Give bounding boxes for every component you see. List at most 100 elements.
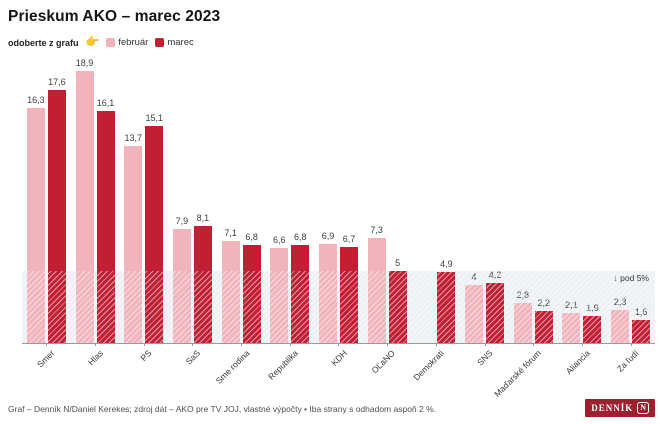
bar-marec-Smer[interactable]: 17,6 bbox=[47, 77, 66, 343]
x-axis-label-PS: PS bbox=[138, 348, 154, 364]
bar-marec-SaS[interactable]: 8,1 bbox=[193, 213, 212, 343]
bar-február-Smer[interactable]: 16,3 bbox=[26, 95, 45, 343]
bar-marec-Sme rodina[interactable]: 6,8 bbox=[242, 232, 261, 343]
bar-pair: 13,7 15,1 bbox=[124, 55, 164, 343]
bar-group-Maďarské fórum: 2,8 2,2 Maďarské fórum bbox=[492, 55, 558, 399]
axis-tick bbox=[46, 343, 48, 346]
bar-február-PS[interactable]: 13,7 bbox=[124, 133, 143, 343]
bar-marec-KDH[interactable]: 6,7 bbox=[339, 234, 358, 343]
x-axis-label-OĽaNO: OĽaNO bbox=[369, 348, 398, 376]
axis-tick bbox=[533, 343, 535, 346]
bar-pair: 7,3 5 bbox=[367, 55, 407, 343]
legend: odoberte z grafu 👉 február marec bbox=[8, 37, 194, 49]
axis-tick bbox=[435, 343, 437, 346]
axis-tick bbox=[95, 343, 97, 346]
bar-marec-OĽaNO[interactable]: 5 bbox=[388, 258, 407, 343]
axis-tick bbox=[143, 343, 145, 346]
bar-február-OĽaNO[interactable]: 7,3 bbox=[367, 225, 386, 343]
bar-value-label: 15,1 bbox=[145, 112, 163, 123]
legend-item-marec[interactable]: marec bbox=[155, 37, 194, 48]
axis-tick bbox=[581, 343, 583, 346]
bar-value-label: 4 bbox=[471, 272, 477, 283]
bar-group-SaS: 7,9 8,1 SaS bbox=[168, 55, 217, 366]
bar-value-label: 6,9 bbox=[321, 230, 335, 241]
bar-pair: 4,9 bbox=[416, 55, 456, 343]
axis-tick bbox=[241, 343, 243, 346]
x-axis-label-SaS: SaS bbox=[184, 348, 203, 367]
bar-value-label: 4,2 bbox=[488, 269, 502, 280]
x-axis-label-KDH: KDH bbox=[328, 348, 349, 368]
bar-value-label: 6,7 bbox=[342, 233, 356, 244]
bar-group-Demokrati: 4,9 Demokrati bbox=[411, 55, 461, 382]
bar-marec-Demokrati[interactable]: 4,9 bbox=[437, 259, 456, 343]
footer-credit: Graf – Denník N/Daniel Kerekes; zdroj dá… bbox=[8, 404, 437, 414]
subscribe-label: odoberte z grafu bbox=[8, 37, 79, 48]
bar-február-Republika[interactable]: 6,6 bbox=[270, 235, 289, 343]
bar-február-Aliancia[interactable]: 2,1 bbox=[562, 300, 581, 343]
bar-group-Hlas: 18,9 16,1 Hlas bbox=[71, 55, 120, 367]
axis-tick bbox=[338, 343, 340, 346]
legend-label-marec: marec bbox=[167, 37, 194, 48]
bar-pair: 6,6 6,8 bbox=[270, 55, 310, 343]
bar-marec-Aliancia[interactable]: 1,9 bbox=[583, 303, 602, 343]
bar-group-KDH: 6,9 6,7 KDH bbox=[314, 55, 363, 368]
bar-value-label: 18,9 bbox=[75, 57, 94, 68]
bar-value-label: 1,6 bbox=[634, 306, 648, 317]
dennik-n-logo[interactable]: DENNÍK N bbox=[585, 399, 655, 417]
bar-value-label: 2,3 bbox=[613, 296, 627, 307]
bar-value-label: 16,3 bbox=[27, 95, 45, 106]
bar-value-label: 6,8 bbox=[294, 232, 307, 243]
bar-pair: 2,8 2,2 bbox=[513, 55, 553, 343]
legend-label-februar: február bbox=[118, 37, 149, 48]
bar-pair: 7,1 6,8 bbox=[221, 55, 261, 343]
bar-február-Sme rodina[interactable]: 7,1 bbox=[221, 228, 240, 343]
bar-group-Sme rodina: 7,1 6,8 Sme rodina bbox=[213, 55, 266, 386]
bar-value-label: 8,1 bbox=[196, 213, 210, 224]
bar-február-Maďarské fórum[interactable]: 2,8 bbox=[513, 290, 532, 343]
bar-február-Hlas[interactable]: 18,9 bbox=[75, 58, 94, 343]
bar-február-SNS[interactable]: 4 bbox=[465, 272, 484, 343]
bar-pair: 18,9 16,1 bbox=[75, 55, 115, 343]
axis-tick bbox=[630, 343, 632, 346]
axis-tick bbox=[289, 343, 291, 346]
bar-pair: 16,3 17,6 bbox=[26, 55, 66, 343]
bar-value-label: 5 bbox=[395, 258, 401, 268]
x-axis-line bbox=[22, 343, 655, 344]
bar-február-SaS[interactable]: 7,9 bbox=[172, 216, 191, 343]
bar-value-label: 6,8 bbox=[245, 232, 258, 243]
axis-tick bbox=[484, 343, 486, 346]
legend-item-februar[interactable]: február bbox=[106, 37, 148, 48]
dennik-n-logo-text: DENNÍK bbox=[591, 403, 634, 413]
bar-marec-Hlas[interactable]: 16,1 bbox=[96, 98, 115, 343]
page-title: Prieskum AKO – marec 2023 bbox=[8, 8, 221, 25]
axis-tick bbox=[192, 343, 194, 346]
bar-group-SNS: 4 4,2 SNS bbox=[460, 55, 509, 367]
bar-marec-Maďarské fórum[interactable]: 2,2 bbox=[534, 298, 553, 343]
bar-value-label: 1,9 bbox=[586, 302, 599, 313]
februar-swatch-icon bbox=[106, 38, 116, 47]
x-axis-label-SNS: SNS bbox=[475, 348, 495, 368]
bar-value-label: 7,9 bbox=[175, 216, 189, 227]
bar-pair: 2,3 1,6 bbox=[611, 55, 651, 343]
bar-value-label: 2,2 bbox=[537, 298, 550, 309]
bar-marec-SNS[interactable]: 4,2 bbox=[486, 270, 505, 343]
bar-value-label: 17,6 bbox=[48, 76, 66, 87]
bar-pair: 2,1 1,9 bbox=[562, 55, 602, 343]
x-axis-label-Maďarské fórum: Maďarské fórum bbox=[492, 348, 544, 399]
bar-value-label: 2,8 bbox=[516, 289, 529, 300]
dennik-n-logo-n-icon: N bbox=[637, 402, 649, 414]
x-axis-label-Aliancia: Aliancia bbox=[563, 348, 592, 377]
bar-marec-Republika[interactable]: 6,8 bbox=[291, 232, 310, 343]
x-axis-label-Hlas: Hlas bbox=[85, 348, 106, 368]
bar-február-Za ľudí[interactable]: 2,3 bbox=[611, 297, 630, 343]
bar-február-KDH[interactable]: 6,9 bbox=[318, 231, 337, 343]
bar-value-label: 2,1 bbox=[565, 299, 578, 310]
bar-value-label: 7,1 bbox=[224, 227, 237, 238]
bar-marec-PS[interactable]: 15,1 bbox=[145, 113, 164, 343]
bar-marec-Za ľudí[interactable]: 1,6 bbox=[632, 307, 651, 343]
x-axis-label-Sme rodina: Sme rodina bbox=[213, 348, 252, 386]
bar-value-label: 7,3 bbox=[370, 224, 383, 235]
bar-value-label: 6,6 bbox=[273, 234, 286, 245]
axis-tick bbox=[387, 343, 389, 346]
bars-row: 16,3 17,6 Smer 18,9 16,1 Hlas 13,7 15,1 PS 7,9 8,1… bbox=[22, 55, 655, 399]
